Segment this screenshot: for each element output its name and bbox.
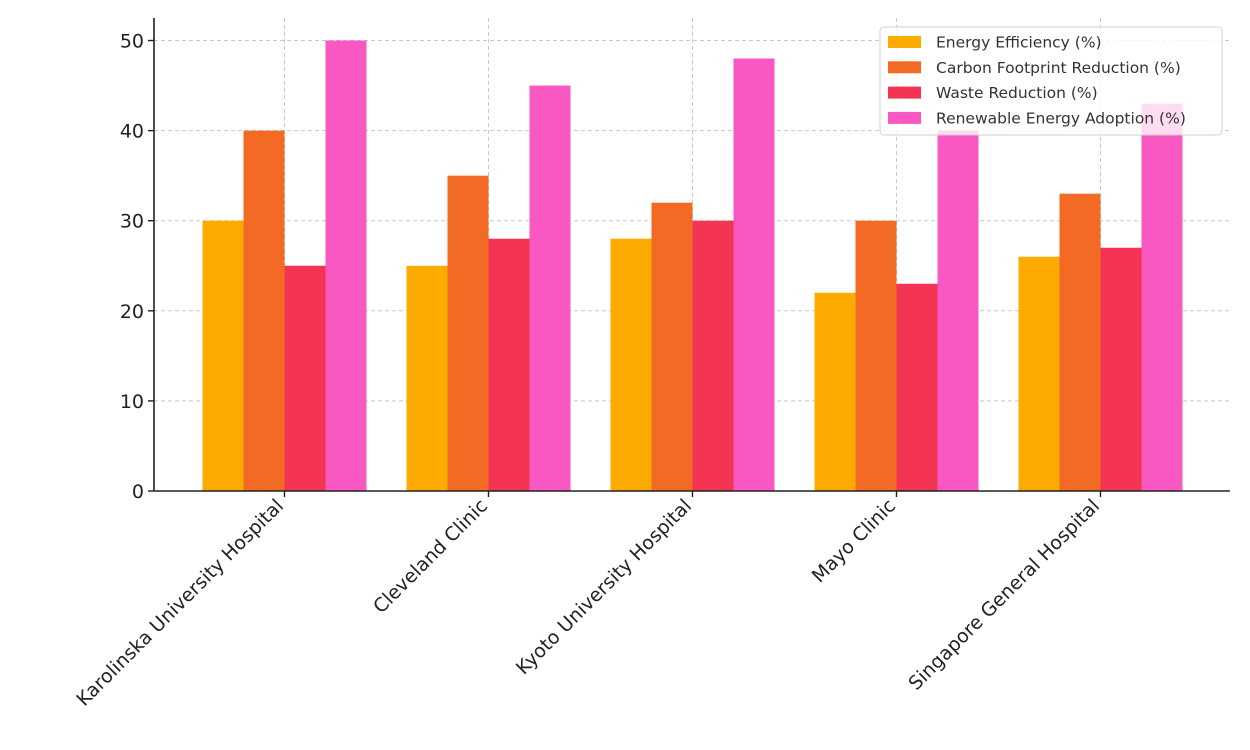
bar bbox=[1141, 103, 1183, 491]
legend-swatch bbox=[888, 61, 921, 74]
bar bbox=[447, 175, 489, 491]
y-tick-label: 10 bbox=[120, 391, 144, 413]
legend-swatch bbox=[888, 111, 921, 124]
bar bbox=[937, 130, 979, 491]
bar bbox=[692, 220, 734, 491]
category-label: Karolinska University Hospital bbox=[72, 495, 288, 711]
y-tick-label: 0 bbox=[132, 481, 144, 503]
y-tick-label: 40 bbox=[120, 121, 144, 143]
legend-label: Renewable Energy Adoption (%) bbox=[936, 109, 1186, 127]
legend-label: Waste Reduction (%) bbox=[936, 84, 1098, 102]
bar bbox=[202, 220, 244, 491]
bar bbox=[651, 202, 693, 491]
bar bbox=[855, 220, 897, 491]
category-label: Mayo Clinic bbox=[808, 495, 900, 587]
bar bbox=[814, 292, 856, 491]
bar bbox=[1059, 193, 1101, 491]
category-labels: Karolinska University Hospital Cleveland … bbox=[72, 495, 1104, 711]
category-label: Singapore General Hospital bbox=[904, 495, 1104, 695]
legend-swatch bbox=[888, 36, 921, 48]
y-tick-label: 20 bbox=[120, 301, 144, 323]
y-tick-labels: 0 10 20 30 40 50 bbox=[120, 31, 144, 503]
legend-swatch bbox=[888, 86, 921, 99]
bar bbox=[243, 130, 285, 491]
bar bbox=[406, 265, 448, 491]
bar bbox=[325, 40, 367, 492]
bar bbox=[1100, 247, 1142, 491]
bar bbox=[488, 238, 530, 491]
legend-box bbox=[879, 26, 1223, 136]
bar bbox=[1018, 256, 1060, 491]
bar bbox=[284, 265, 326, 491]
bar bbox=[529, 85, 571, 492]
bar bbox=[610, 238, 652, 491]
y-tick-label: 50 bbox=[120, 31, 144, 53]
category-label: Cleveland Clinic bbox=[369, 495, 492, 618]
axes bbox=[148, 18, 1230, 497]
legend-label: Energy Efficiency (%) bbox=[936, 34, 1102, 52]
category-label: Kyoto University Hospital bbox=[512, 495, 696, 679]
legend-label: Carbon Footprint Reduction (%) bbox=[936, 59, 1181, 77]
legend: Energy Efficiency (%) Carbon Footprint Re… bbox=[879, 26, 1223, 136]
y-tick-label: 30 bbox=[120, 211, 144, 233]
bars bbox=[202, 40, 1183, 492]
bar bbox=[896, 283, 938, 491]
bar bbox=[733, 58, 775, 492]
